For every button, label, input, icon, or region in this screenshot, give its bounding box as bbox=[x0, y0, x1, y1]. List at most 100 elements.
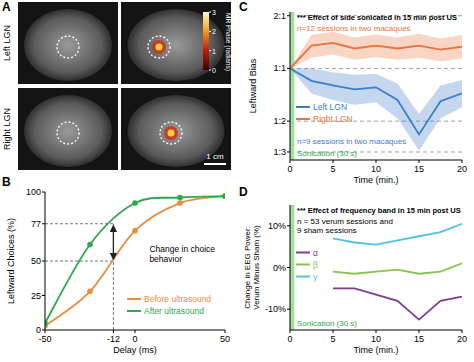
x-tick-label: -50 bbox=[38, 334, 51, 344]
series-line bbox=[290, 68, 462, 134]
series-line bbox=[333, 263, 462, 273]
colorbar-label: MR Phase (radians) bbox=[224, 13, 232, 71]
y-axis-label: Leftward Bias bbox=[248, 58, 258, 113]
x-axis-label: Time (min.) bbox=[353, 175, 398, 185]
brain-slice bbox=[24, 9, 112, 81]
colorbar-tick-label: 0 bbox=[212, 67, 216, 74]
legend-label: γ bbox=[313, 272, 318, 282]
sonication-band bbox=[290, 12, 294, 160]
x-axis-label: Time (min.) bbox=[353, 345, 398, 355]
target-circle bbox=[57, 122, 79, 144]
phase-spot bbox=[152, 40, 166, 54]
colorbar bbox=[203, 12, 209, 70]
y-tick-label: 1:3 bbox=[273, 147, 286, 157]
y-tick bbox=[42, 295, 45, 296]
title: *** Effect of side sonicated in 15 min p… bbox=[297, 13, 457, 22]
x-tick bbox=[462, 330, 463, 333]
x-tick-label: 10 bbox=[371, 334, 381, 344]
series-line bbox=[333, 288, 462, 319]
y-tick-label: 25 bbox=[31, 291, 41, 301]
y-tick bbox=[287, 15, 290, 16]
data-point bbox=[177, 195, 183, 201]
reference-line bbox=[113, 224, 114, 330]
legend-key bbox=[296, 106, 310, 108]
target-circle bbox=[148, 36, 170, 58]
y-axis-label: Change in EEG Power: bbox=[243, 226, 252, 309]
y-tick bbox=[287, 68, 290, 69]
series-note: n=12 sessions in two macaques bbox=[297, 24, 411, 33]
y-axis-label: Verum Minus Sham (%) bbox=[252, 225, 261, 310]
x-tick bbox=[113, 330, 114, 333]
panel-label: D bbox=[239, 185, 248, 199]
y-axis bbox=[290, 12, 291, 160]
panel-label: C bbox=[239, 0, 248, 14]
mri-image bbox=[121, 88, 231, 170]
annotation: Change in choice bbox=[149, 244, 215, 254]
target-circle bbox=[57, 36, 79, 58]
legend-label: Before ultrasound bbox=[144, 294, 211, 304]
phase-spot bbox=[156, 44, 163, 51]
scale-bar bbox=[204, 163, 226, 165]
data-point bbox=[132, 228, 138, 234]
plot-area bbox=[290, 12, 462, 160]
y-tick-label: 50 bbox=[31, 256, 41, 266]
scale-bar-label: 1 cm bbox=[206, 152, 224, 161]
data-point bbox=[222, 193, 225, 199]
y-tick-label: 100 bbox=[26, 187, 41, 197]
confidence-band bbox=[290, 68, 462, 150]
brain-slice bbox=[24, 95, 112, 167]
y-tick bbox=[42, 223, 45, 224]
x-tick bbox=[419, 160, 420, 163]
series-line bbox=[290, 43, 462, 69]
x-tick-label: 10 bbox=[371, 164, 381, 174]
legend-label: Right LGN bbox=[313, 114, 353, 124]
series-note: n=9 sessions in two macaques bbox=[297, 137, 406, 146]
plot-area bbox=[45, 193, 225, 330]
y-tick bbox=[287, 309, 290, 310]
mri-image bbox=[18, 2, 118, 84]
y-tick bbox=[42, 192, 45, 193]
target-circle bbox=[160, 122, 182, 144]
x-tick bbox=[376, 160, 377, 163]
brain-slice bbox=[128, 95, 225, 167]
series-line bbox=[45, 196, 225, 326]
x-tick-label: 5 bbox=[330, 164, 335, 174]
panel-label: A bbox=[2, 0, 11, 14]
colorbar-tick bbox=[209, 50, 211, 51]
x-tick-label: 0 bbox=[132, 334, 137, 344]
y-tick bbox=[42, 330, 45, 331]
y-tick-label: 10% bbox=[268, 221, 286, 231]
plot-area bbox=[290, 205, 462, 330]
colorbar-tick bbox=[209, 31, 211, 32]
annotation: behavior bbox=[149, 254, 182, 264]
row-label: Right LGN bbox=[2, 108, 12, 150]
mri-image bbox=[18, 88, 118, 170]
x-tick bbox=[333, 160, 334, 163]
y-tick bbox=[287, 121, 290, 122]
colorbar-tick-label: 1 bbox=[212, 48, 216, 55]
y-tick-label: -10% bbox=[265, 304, 286, 314]
note: n = 53 verum sessions and bbox=[297, 217, 393, 226]
x-tick-label: -12 bbox=[107, 334, 120, 344]
legend-key bbox=[296, 118, 310, 120]
sonication-label: Sonication (30 s) bbox=[297, 149, 357, 158]
sonication-label: Sonication (30 s) bbox=[297, 319, 357, 328]
data-point bbox=[222, 193, 225, 199]
x-tick-label: 0 bbox=[287, 334, 292, 344]
x-tick bbox=[225, 330, 226, 333]
y-tick-label: 77 bbox=[31, 219, 41, 229]
x-tick bbox=[333, 330, 334, 333]
y-tick-label: 1:1 bbox=[273, 63, 286, 73]
confidence-band bbox=[290, 32, 462, 69]
legend-key bbox=[127, 310, 141, 312]
data-point bbox=[177, 200, 183, 206]
legend-label: After ultrasound bbox=[144, 306, 204, 316]
panel-label: B bbox=[2, 175, 11, 189]
data-point bbox=[132, 200, 138, 206]
colorbar-tick bbox=[209, 70, 211, 71]
y-tick-label: 1:2 bbox=[273, 116, 286, 126]
data-point bbox=[87, 289, 93, 295]
y-tick bbox=[287, 267, 290, 268]
legend-key bbox=[296, 252, 310, 254]
brain-slice bbox=[128, 9, 225, 81]
